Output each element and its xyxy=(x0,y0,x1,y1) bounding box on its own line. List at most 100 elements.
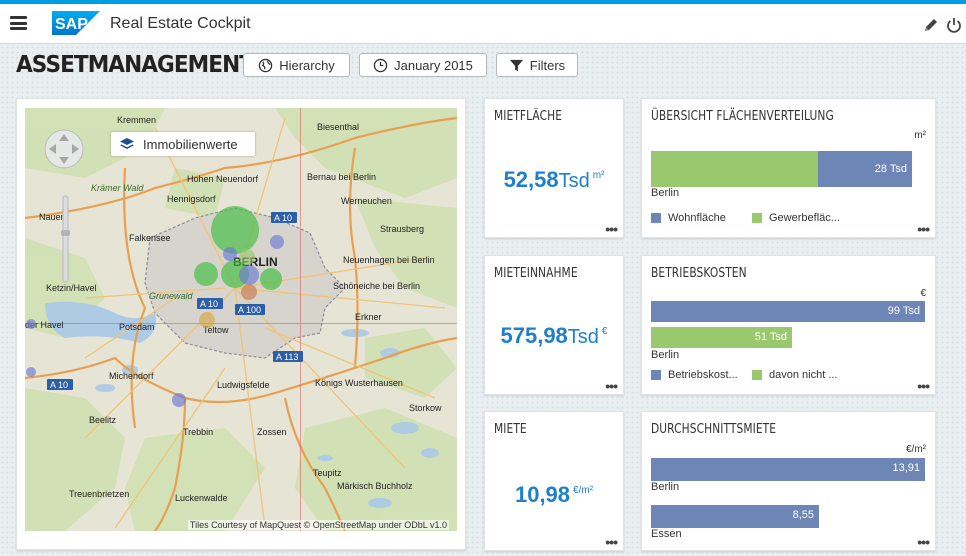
property-marker[interactable] xyxy=(211,206,259,254)
layer-button[interactable]: Immobilienwerte xyxy=(111,132,255,156)
map-place-label: Neuenhagen bei Berlin xyxy=(343,255,435,265)
mietflaeche-tile[interactable]: MIETFLÄCHE 52,58Tsd m² ••• xyxy=(484,98,624,238)
map-place-label: Beelitz xyxy=(89,415,117,425)
map-place-label: Hennigsdorf xyxy=(167,194,216,204)
berlin-bar[interactable]: 13,91 xyxy=(651,458,925,481)
legend-swatch xyxy=(651,213,661,223)
gewerbeflaeche-bar[interactable] xyxy=(651,151,818,187)
map-place-label: Zossen xyxy=(257,427,287,437)
mieteinnahme-kpi: 575,98Tsd € xyxy=(485,323,623,349)
sap-logo-text: SAP xyxy=(55,16,88,33)
map-place-label: Ketzin/Havel xyxy=(46,283,97,293)
filters-button[interactable]: Filters xyxy=(496,53,578,77)
map-place-label: Teupitz xyxy=(313,468,342,478)
map-zoom-control[interactable] xyxy=(44,129,84,283)
durchschnittsmiete-tile[interactable]: DURCHSCHNITTSMIETE €/m² 13,91 Berlin 8,5… xyxy=(641,411,936,551)
property-marker[interactable] xyxy=(270,235,284,249)
map-canvas[interactable]: A 10 A 10 A 100 A 113 A 10 Biesenthal Kremmen… xyxy=(25,108,457,531)
miete-tile[interactable]: MIETE 10,98 €/m² ••• xyxy=(484,411,624,551)
miete-value: 10,98 xyxy=(514,482,571,507)
svg-text:A 113: A 113 xyxy=(276,352,298,362)
mietflaeche-kpi: 52,58Tsd m² xyxy=(485,167,623,193)
betriebskosten-tile[interactable]: BETRIEBSKOSTEN € 99 Tsd 51 Tsd Berlin Be… xyxy=(641,255,936,395)
map-place-label: Michendorf xyxy=(109,371,154,381)
page-title: ASSETMANAGEMENT xyxy=(16,52,254,78)
berlin-label: Berlin xyxy=(651,481,680,493)
betriebskosten-bar[interactable]: 99 Tsd xyxy=(651,301,925,322)
property-marker[interactable] xyxy=(199,312,215,328)
legend-item-betriebskosten: Betriebskost... xyxy=(651,369,738,381)
map-tile: A 10 A 10 A 100 A 113 A 10 Biesenthal Kremmen… xyxy=(16,98,466,550)
mieteinnahme-tile[interactable]: MIETEINNAHME 575,98Tsd € ••• xyxy=(484,255,624,395)
map-attribution: Tiles Courtesy of MapQuest © OpenStreetM… xyxy=(187,520,449,530)
more-icon[interactable]: ••• xyxy=(917,221,930,237)
more-icon[interactable]: ••• xyxy=(917,378,930,394)
power-icon[interactable] xyxy=(945,16,963,34)
legend-swatch xyxy=(752,213,762,223)
sap-logo: SAP xyxy=(52,11,100,35)
svg-text:A 10: A 10 xyxy=(200,299,218,309)
svg-text:A 10: A 10 xyxy=(274,213,292,223)
flaechenverteilung-category: Berlin xyxy=(651,187,680,199)
date-button[interactable]: January 2015 xyxy=(359,53,487,77)
flaechenverteilung-title: ÜBERSICHT FLÄCHENVERTEILUNG xyxy=(651,109,834,124)
map-place-label: Krämer Wald xyxy=(91,183,144,193)
davon-nicht-bar[interactable]: 51 Tsd xyxy=(651,327,792,348)
wohnflaeche-bar[interactable]: 28 Tsd xyxy=(818,151,912,187)
svg-text:A 100: A 100 xyxy=(238,305,261,315)
flaechenverteilung-unit: m² xyxy=(914,130,926,141)
legend-item-gewerbeflaeche: Gewerbefläc... xyxy=(752,212,840,224)
legend-swatch xyxy=(651,370,661,380)
property-marker[interactable] xyxy=(194,262,218,286)
map-place-label: Potsdam xyxy=(119,322,155,332)
essen-label: Essen xyxy=(651,528,682,540)
miete-kpi: 10,98 €/m² xyxy=(485,482,623,508)
map-place-label: Hohen Neuendorf xyxy=(187,174,259,184)
clock-icon xyxy=(373,58,388,72)
mietflaeche-unit: m² xyxy=(592,170,605,181)
map-place-label: Erkner xyxy=(355,312,382,322)
betriebskosten-title: BETRIEBSKOSTEN xyxy=(651,266,747,281)
map-place-label: Falkensee xyxy=(129,233,171,243)
property-marker[interactable] xyxy=(172,393,186,407)
more-icon[interactable]: ••• xyxy=(605,378,618,394)
map-place-label: Bernau bei Berlin xyxy=(307,172,376,182)
more-icon[interactable]: ••• xyxy=(605,534,618,550)
map-place-label: Schöneiche bei Berlin xyxy=(333,281,420,291)
layers-icon xyxy=(120,138,134,149)
map[interactable]: A 10 A 10 A 100 A 113 A 10 Biesenthal Kremmen… xyxy=(25,108,457,531)
hierarchy-label: Hierarchy xyxy=(279,57,335,73)
map-place-label: Luckenwalde xyxy=(175,493,228,503)
map-place-label: Strausberg xyxy=(380,224,424,234)
property-marker[interactable] xyxy=(239,249,255,265)
flaechenverteilung-tile[interactable]: ÜBERSICHT FLÄCHENVERTEILUNG m² 28 Tsd Be… xyxy=(641,98,936,238)
property-marker[interactable] xyxy=(260,268,282,290)
road-shield: A 10 xyxy=(271,212,297,223)
map-place-label: Kremmen xyxy=(117,115,156,125)
legend-swatch xyxy=(752,370,762,380)
durchschnittsmiete-unit: €/m² xyxy=(906,444,926,455)
more-icon[interactable]: ••• xyxy=(605,221,618,237)
more-icon[interactable]: ••• xyxy=(917,534,930,550)
property-marker[interactable] xyxy=(26,319,36,329)
property-marker[interactable] xyxy=(223,247,237,261)
pencil-icon[interactable] xyxy=(922,16,940,34)
hierarchy-button[interactable]: Hierarchy xyxy=(243,53,350,77)
mieteinnahme-title: MIETEINNAHME xyxy=(494,266,578,281)
map-place-label: der Havel xyxy=(25,320,64,330)
menu-icon[interactable] xyxy=(10,16,27,30)
map-place-label: Ludwigsfelde xyxy=(217,380,270,390)
legend-label: Gewerbefläc... xyxy=(769,212,840,224)
mietflaeche-title: MIETFLÄCHE xyxy=(494,109,563,124)
essen-bar[interactable]: 8,55 xyxy=(651,505,819,528)
miete-title: MIETE xyxy=(494,422,527,437)
legend-label: davon nicht ... xyxy=(769,369,838,381)
property-marker[interactable] xyxy=(26,367,36,377)
legend-label: Wohnfläche xyxy=(668,212,726,224)
map-place-label: Storkow xyxy=(409,403,442,413)
legend-label: Betriebskost... xyxy=(668,369,738,381)
mieteinnahme-unit: € xyxy=(601,326,608,337)
road-shield: A 100 xyxy=(235,304,265,315)
property-marker[interactable] xyxy=(239,265,259,285)
property-marker[interactable] xyxy=(241,284,257,300)
